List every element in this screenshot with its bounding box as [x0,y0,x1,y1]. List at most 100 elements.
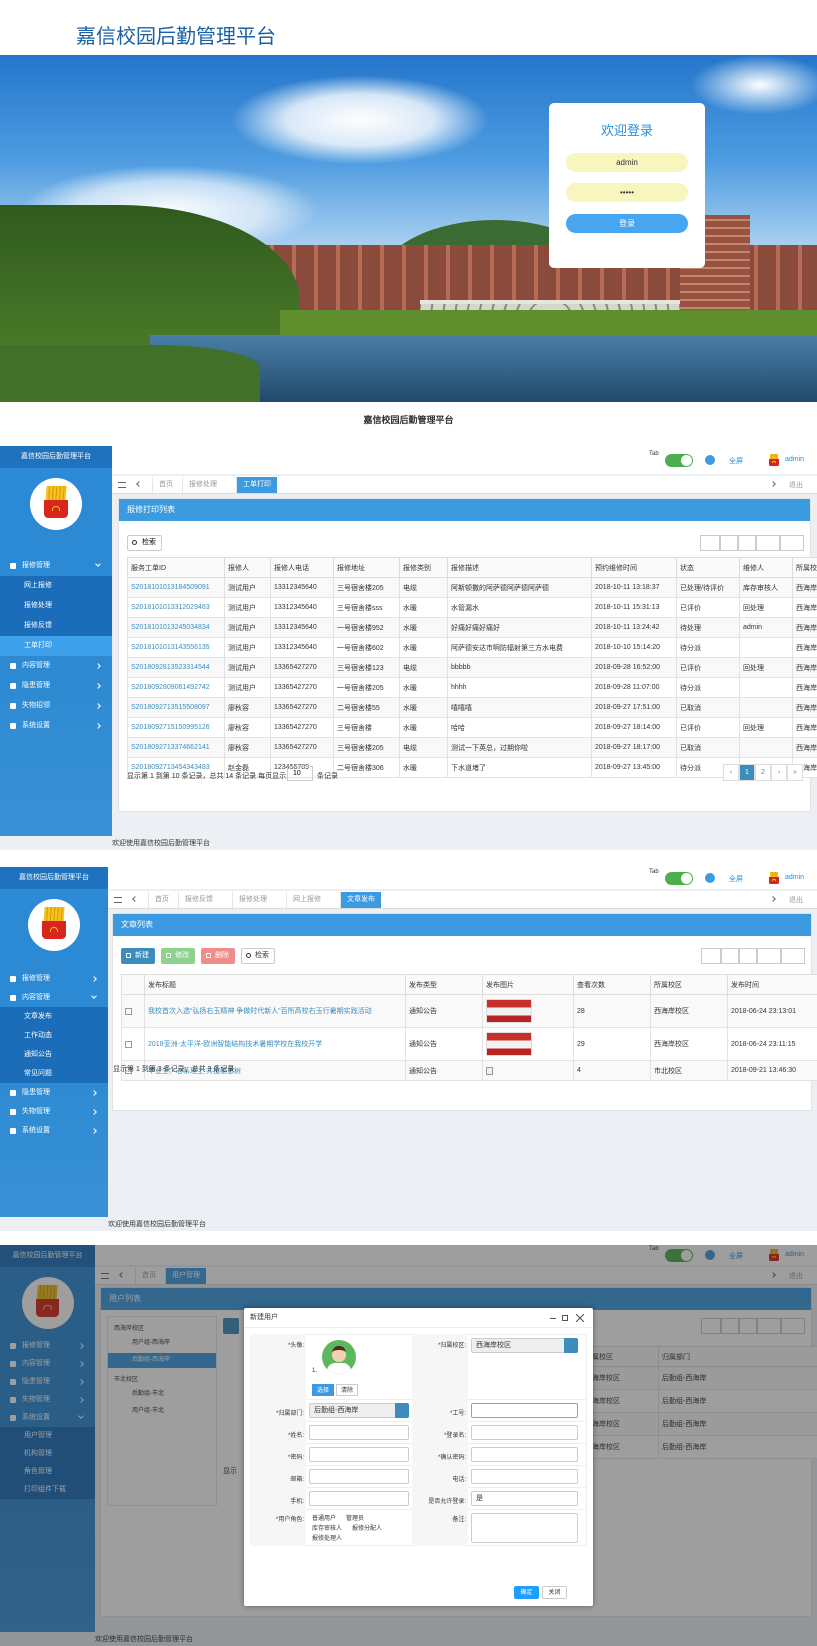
toolbar-icon-button[interactable] [701,1318,721,1334]
menu-item[interactable]: 内容管理 [0,656,112,676]
password-input[interactable]: ••••• [566,183,688,202]
table-cell[interactable]: S2018092809061492742 [127,677,225,698]
toolbar-button[interactable]: 检索 [241,948,275,964]
login-button[interactable]: 登录 [566,214,688,233]
menu-toggle[interactable] [114,897,122,903]
table-cell[interactable]: S2018092713374662141 [127,737,225,758]
fullscreen-link[interactable]: 全屏 [729,1253,743,1260]
username-input[interactable]: admin [566,153,688,172]
avatar-button[interactable]: 选择 [312,1384,334,1396]
menu-item[interactable]: 系统设置 [0,1409,95,1427]
toolbar-button[interactable]: 修改 [161,948,195,964]
user-name[interactable]: admin [785,1251,805,1258]
table-cell[interactable]: S2018101013245034834 [127,617,225,638]
tab[interactable]: 报修处理 [232,892,273,908]
menu-item[interactable]: 隐患管理 [0,1083,108,1102]
toolbar-icon-button[interactable] [700,535,720,551]
tab[interactable]: 首页 [148,892,175,908]
form-input[interactable]: 西海岸校区 [471,1338,578,1353]
logout-link[interactable]: 退出 [789,897,803,904]
role-option[interactable]: 库存审核人 [312,1526,343,1532]
tab-switch[interactable] [665,872,693,885]
tab[interactable]: 首页 [152,477,179,493]
fullscreen-link[interactable]: 全屏 [729,876,743,883]
table-cell[interactable]: S2018101013143556135 [127,637,225,658]
picker-button[interactable] [395,1403,409,1418]
menu-item[interactable]: 失物招领 [0,696,112,716]
form-input[interactable] [471,1447,578,1462]
submenu-item[interactable]: 角色管理 [0,1463,95,1481]
picker-button[interactable] [564,1338,578,1353]
minimize-icon[interactable] [550,1318,556,1319]
theme-dot[interactable] [705,455,715,465]
submenu-item[interactable]: 文章发布 [0,1007,108,1026]
toolbar-button[interactable]: 删除 [201,948,235,964]
tree-leaf[interactable]: 用户组-市北 [132,1408,164,1414]
toolbar-icon-button[interactable] [756,535,780,551]
table-cell[interactable]: 2018亚洲-太平洋-欧洲智能结构技术暑期学校在我校开学 [144,1027,406,1061]
fullscreen-link[interactable]: 全屏 [729,458,743,465]
submenu-item[interactable]: 常见问题 [0,1064,108,1083]
toolbar-icon-button[interactable] [701,948,721,964]
menu-item[interactable]: 失物管理 [0,1102,108,1121]
page-size-select[interactable]: 10 [287,766,313,781]
tree-leaf[interactable]: 后勤组-西海岸 [108,1353,216,1368]
search-button[interactable]: 检索 [127,535,162,551]
submenu-item[interactable]: 工单打印 [0,636,112,656]
form-input[interactable]: 后勤组-西海岸 [309,1403,409,1418]
toolbar-icon-button[interactable] [721,948,739,964]
tree-leaf[interactable]: 用户组-西海岸 [132,1340,170,1346]
tab[interactable]: 网上报修 [286,892,327,908]
checkbox[interactable] [125,1067,132,1074]
role-option[interactable]: 普通用户 [312,1516,337,1522]
menu-item[interactable]: 内容管理 [0,988,108,1007]
page-button[interactable]: 1 [739,764,755,781]
table-cell[interactable]: S2018092713515508097 [127,697,225,718]
submenu-item[interactable]: 网上报修 [0,576,112,596]
menu-item[interactable]: 报修管理 [0,969,108,988]
tab-switch[interactable] [665,454,693,467]
user-name[interactable]: admin [785,456,805,463]
toolbar-icon-button[interactable] [738,535,756,551]
checkbox[interactable] [125,1007,132,1015]
menu-item[interactable]: 系统设置 [0,716,112,736]
tab[interactable]: 报修处理 [182,477,223,493]
submenu-item[interactable]: 报修处理 [0,596,112,616]
tab[interactable]: 文章发布 [340,892,381,908]
tabs-left[interactable] [136,481,142,487]
tab[interactable]: 工单打印 [236,477,277,493]
form-input[interactable] [309,1447,409,1462]
table-cell[interactable]: 毕业生：心系理工 共植感恩树 [144,1060,406,1081]
logout-link[interactable]: 退出 [789,482,803,489]
submenu-item[interactable]: 通知公告 [0,1045,108,1064]
form-input[interactable] [471,1469,578,1484]
tab[interactable]: 报修反馈 [178,892,219,908]
checkbox[interactable] [125,1040,132,1048]
menu-item[interactable]: 隐患管理 [0,1373,95,1391]
toolbar-icon-button[interactable] [757,1318,781,1334]
menu-item[interactable]: 报修管理 [0,1337,95,1355]
menu-item[interactable]: 报修管理 [0,556,112,576]
remark-textarea[interactable] [471,1513,578,1543]
toolbar-icon-button[interactable] [781,1318,805,1334]
page-button[interactable]: ‹ [723,764,739,781]
submenu-item[interactable]: 打印组件下载 [0,1481,95,1499]
form-input[interactable] [309,1469,409,1484]
submenu-item[interactable]: 用户管理 [0,1427,95,1445]
toolbar-icon-button[interactable] [739,1318,757,1334]
menu-item[interactable]: 失物管理 [0,1391,95,1409]
toolbar-icon-button[interactable] [780,535,804,551]
table-cell[interactable]: S2018092813523314544 [127,657,225,678]
toolbar-icon-button[interactable] [757,948,781,964]
tabs-right[interactable] [770,481,776,487]
submenu-item[interactable]: 工作动态 [0,1026,108,1045]
submenu-item[interactable]: 报修反馈 [0,616,112,636]
form-input[interactable]: 是 [471,1491,578,1506]
maximize-icon[interactable] [562,1315,568,1321]
page-button[interactable]: » [787,764,803,781]
toolbar-button[interactable]: 新建 [121,948,155,964]
tree-node[interactable]: 市北校区 [114,1377,139,1383]
form-input[interactable] [309,1425,409,1440]
toolbar-icon-button[interactable] [739,948,757,964]
page-button[interactable]: › [771,764,787,781]
